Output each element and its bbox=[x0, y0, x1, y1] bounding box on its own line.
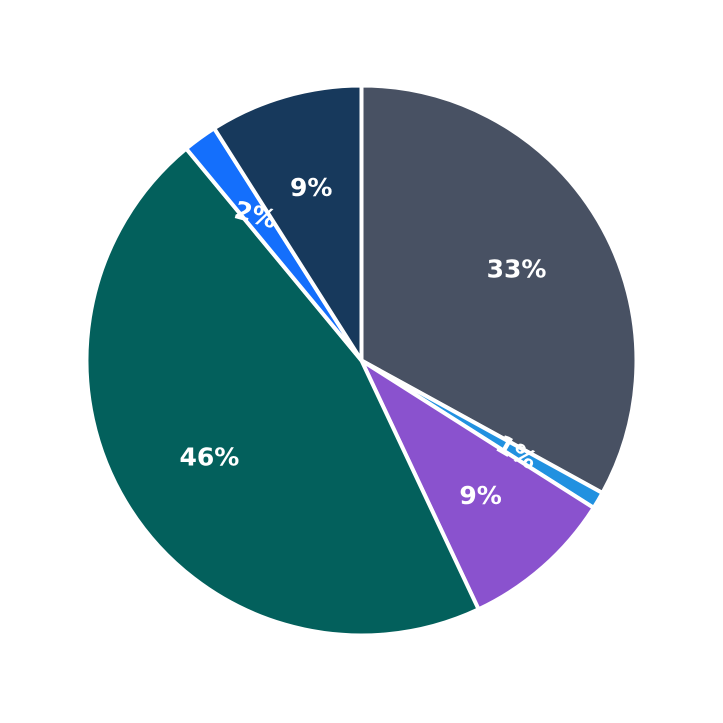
pie-slice-label: 9% bbox=[290, 173, 332, 202]
pie-slice bbox=[84, 146, 481, 638]
pie-slice-label: 46% bbox=[179, 443, 239, 472]
pie-slice bbox=[212, 83, 364, 363]
pie-slice bbox=[359, 83, 639, 495]
pie-slice bbox=[359, 358, 596, 612]
pie-slices bbox=[84, 83, 639, 638]
pie-slice-label: 9% bbox=[459, 481, 501, 510]
pie-slice-label: 33% bbox=[487, 254, 547, 283]
